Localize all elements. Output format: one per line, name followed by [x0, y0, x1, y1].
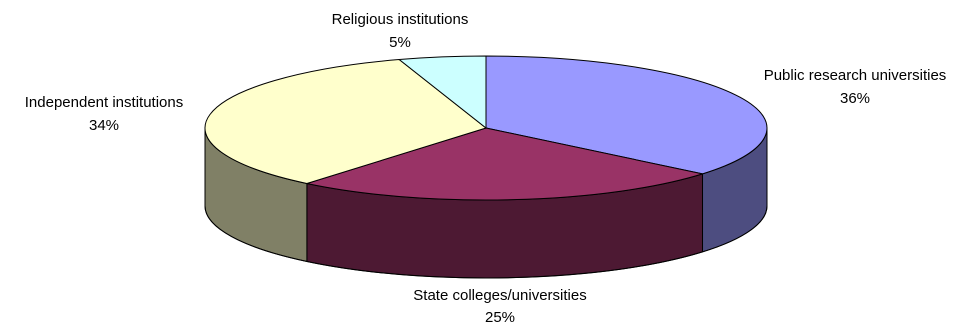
slice-top-independent-institutions [204, 59, 487, 184]
label-state-colleges-name: State colleges/universities [413, 287, 586, 304]
slice-top-public-research-universities [485, 55, 768, 175]
label-religious-value: 5% [389, 34, 411, 51]
pie-bottom-rim [204, 205, 768, 279]
slice-top-state-colleges-universities [306, 127, 704, 201]
label-independent-value: 34% [89, 117, 119, 134]
label-public-research-value: 36% [840, 90, 870, 107]
label-religious-name: Religious institutions [332, 11, 469, 28]
label-state-colleges-value: 25% [485, 309, 515, 324]
label-independent-name: Independent institutions [25, 94, 183, 111]
label-public-research-name: Public research universities [764, 67, 947, 84]
slice-top-religious-institutions [398, 55, 487, 129]
